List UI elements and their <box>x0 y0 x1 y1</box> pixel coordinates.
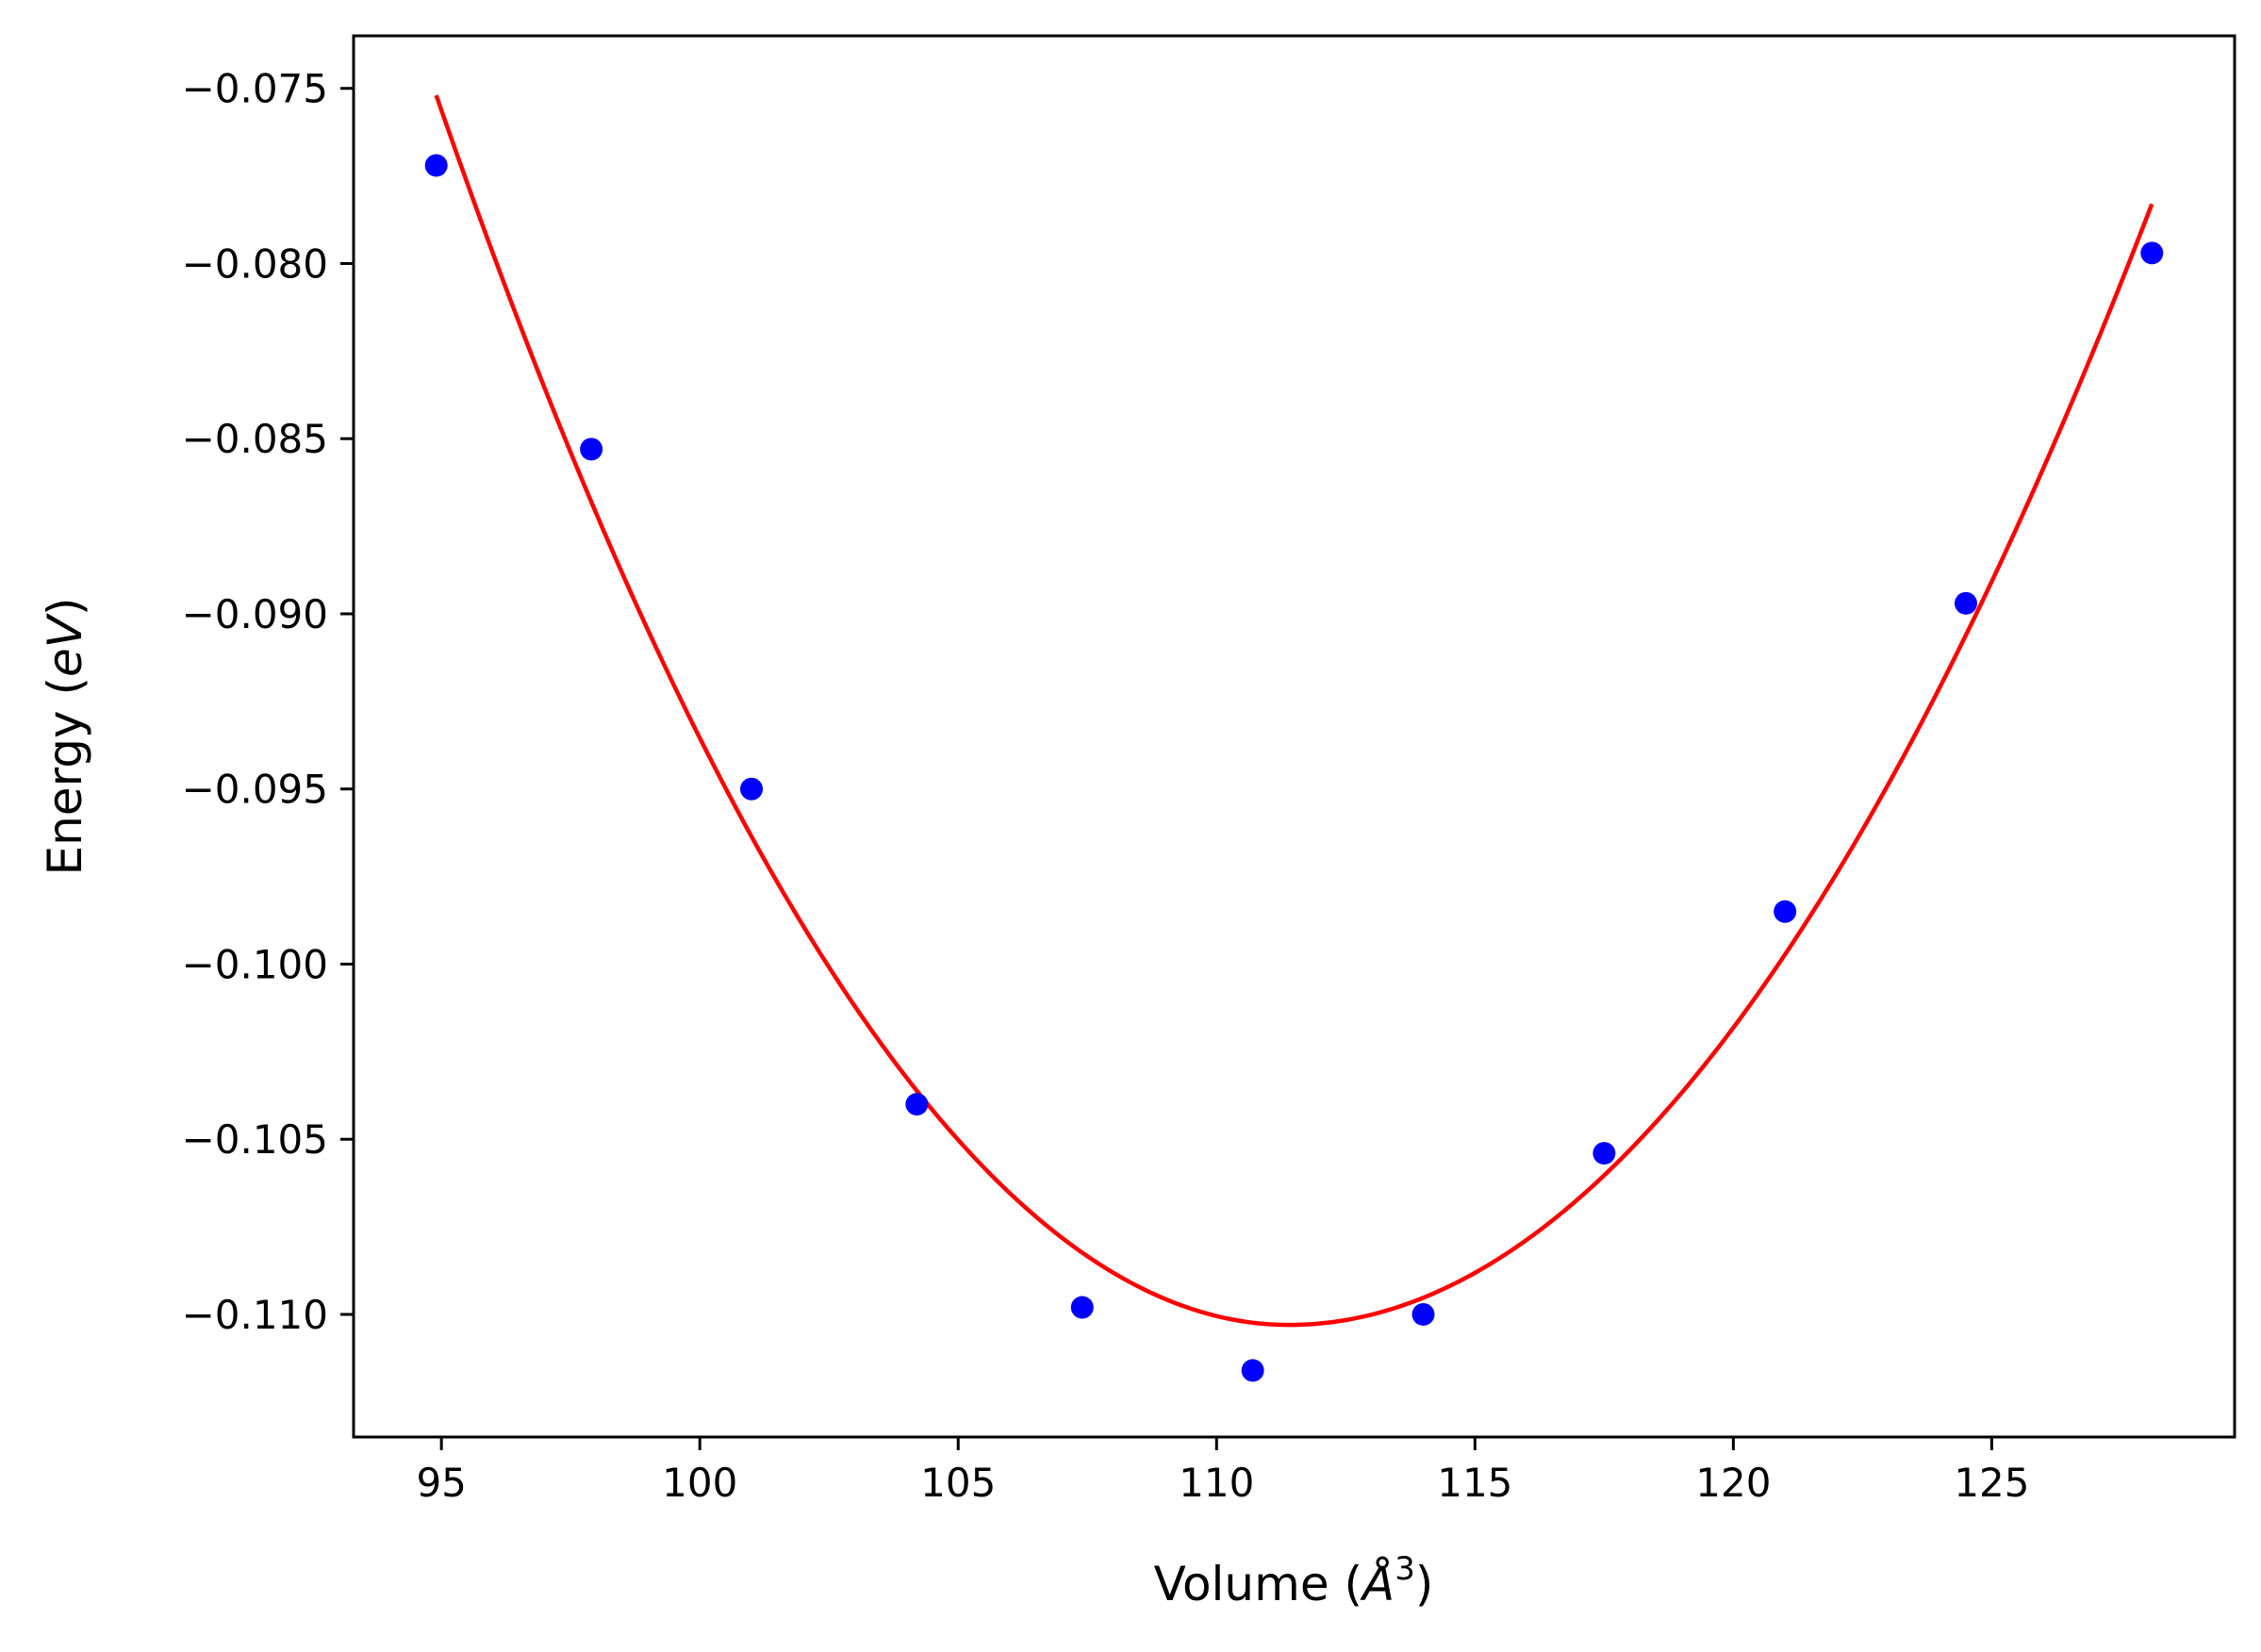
fit-curve <box>434 94 2154 1328</box>
x-tick-label: 125 <box>1954 1460 2029 1506</box>
data-point <box>2140 241 2164 265</box>
y-axis-ticks: −0.075 −0.080 −0.085 −0.090 −0.095 −0.100 −0.1… <box>182 66 354 1338</box>
x-axis-label-unit: Å <box>1360 1557 1395 1611</box>
data-point <box>740 777 764 801</box>
x-axis-ticks: 95 100 105 110 115 120 125 <box>416 1437 2029 1506</box>
y-tick-label: −0.080 <box>182 240 328 287</box>
y-tick-label: −0.105 <box>182 1116 328 1163</box>
y-tick-label: −0.100 <box>182 941 328 987</box>
data-point <box>1774 900 1797 923</box>
data-point <box>1241 1359 1264 1382</box>
y-axis-label-unit: eV <box>38 612 92 677</box>
data-point <box>1070 1296 1094 1319</box>
fit-curve-layer <box>434 94 2154 1328</box>
x-tick-label: 120 <box>1695 1460 1771 1506</box>
y-tick-label: −0.110 <box>182 1292 328 1338</box>
x-tick-label: 110 <box>1179 1460 1254 1506</box>
x-tick-label: 105 <box>920 1460 996 1506</box>
y-tick-label: −0.090 <box>182 591 328 637</box>
y-tick-label: −0.085 <box>182 416 328 462</box>
y-axis-label-main: Energy ( <box>38 677 92 875</box>
x-axis-label-close: ) <box>1415 1557 1434 1611</box>
x-axis-label-main: Volume ( <box>1154 1557 1362 1611</box>
y-tick-label: −0.075 <box>182 66 328 112</box>
x-axis-label: Volume (Å3) <box>1154 1550 1434 1611</box>
data-point <box>1411 1302 1435 1326</box>
data-point <box>580 438 603 461</box>
data-point <box>424 154 448 177</box>
data-point <box>1955 591 1977 615</box>
x-tick-label: 95 <box>416 1460 466 1506</box>
data-points-layer <box>424 154 2164 1382</box>
y-axis-label-close: ) <box>38 598 92 617</box>
plot-frame <box>352 34 2236 1439</box>
x-tick-label: 115 <box>1437 1460 1512 1506</box>
x-axis-label-exponent: 3 <box>1395 1550 1415 1588</box>
data-point <box>905 1093 929 1116</box>
y-tick-label: −0.095 <box>182 767 328 813</box>
data-point <box>1593 1142 1616 1165</box>
y-axis-label: Energy (eV) <box>38 598 92 876</box>
x-tick-label: 100 <box>662 1460 737 1506</box>
